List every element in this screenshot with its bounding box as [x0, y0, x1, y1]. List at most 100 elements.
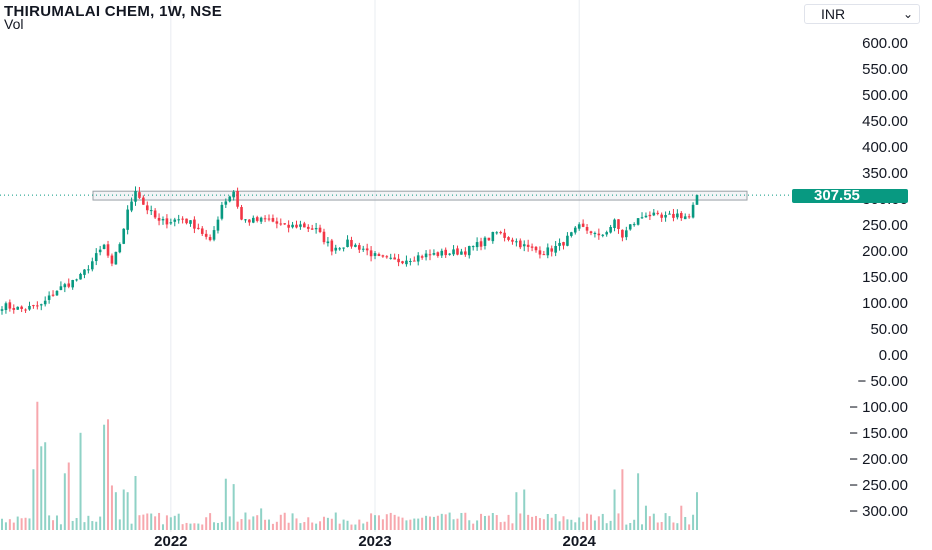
candle [94, 248, 98, 266]
candle [393, 253, 396, 260]
candle-body [248, 219, 251, 223]
currency-selector[interactable]: INR ⌄ [804, 4, 920, 24]
price-tick-label: 600.00 [862, 35, 908, 52]
volume-bar [554, 513, 557, 530]
volume-bar [487, 515, 490, 530]
volume-bar [260, 508, 263, 530]
candle [668, 210, 671, 215]
volume-bar [629, 522, 632, 530]
volume-bar [209, 513, 212, 530]
volume-bar [59, 524, 62, 530]
candle [550, 245, 554, 257]
candle-body [114, 251, 118, 265]
volume-bar [511, 523, 514, 530]
candle-body [656, 212, 660, 214]
candle-body [499, 232, 502, 234]
volume-bar [527, 514, 530, 530]
candle-body [679, 212, 683, 219]
candle [656, 210, 660, 216]
candle [51, 290, 55, 297]
candle-body [145, 205, 149, 211]
candle [475, 237, 479, 251]
chevron-down-icon: ⌄ [902, 7, 913, 21]
candle-body [173, 219, 177, 222]
volume-bar [519, 513, 522, 530]
candle-body [668, 213, 671, 215]
volume-bar [99, 516, 102, 530]
candle [361, 245, 365, 252]
candle [577, 222, 581, 231]
price-tick-label: 200.00 [862, 243, 908, 260]
candle-body [240, 207, 243, 220]
candle [248, 219, 251, 226]
price-tick-label: − 250.00 [849, 477, 908, 494]
volume-bar [523, 489, 526, 530]
candle-body [522, 244, 526, 247]
volume-bar [491, 512, 494, 530]
volume-bar [20, 518, 23, 530]
candle-body [16, 306, 20, 310]
price-tick-label: − 150.00 [849, 425, 908, 442]
candle-body [110, 255, 114, 264]
candle [153, 208, 157, 219]
candle-body [310, 228, 314, 230]
candle [464, 247, 467, 257]
candle [220, 201, 224, 221]
volume-bar [319, 521, 322, 530]
candle [652, 209, 656, 217]
candle-body [613, 219, 616, 229]
candle [271, 214, 275, 223]
candle-body [259, 217, 263, 222]
volume-bar [377, 515, 380, 530]
candle-body [303, 223, 306, 228]
volume-bar [550, 517, 553, 530]
price-tick-label: 400.00 [862, 139, 908, 156]
candle [456, 245, 459, 256]
volume-bar [495, 515, 498, 530]
candle-body [660, 214, 663, 218]
volume-bar [680, 505, 683, 530]
volume-bar [252, 516, 255, 530]
candle [240, 204, 243, 221]
volume-bar [566, 519, 569, 530]
candle [412, 256, 416, 262]
candle [185, 218, 188, 225]
candle-body [236, 190, 239, 207]
candle-body [39, 304, 43, 306]
volume-bar [216, 522, 219, 530]
candle-body [440, 250, 444, 256]
volume-bar [40, 446, 43, 530]
candle [310, 224, 314, 230]
candle [377, 252, 381, 257]
candle-body [118, 244, 122, 253]
volume-bar [134, 476, 137, 530]
candle-body [55, 290, 59, 296]
candle-body [361, 248, 365, 250]
candle [79, 272, 82, 280]
candle [522, 240, 526, 252]
candle-body [609, 226, 612, 233]
candle-body [106, 244, 110, 256]
symbol-title[interactable]: THIRUMALAI CHEM, 1W, NSE [4, 3, 223, 20]
volume-bar [672, 522, 675, 530]
volume-bar [32, 469, 35, 530]
price-tick-label: − 200.00 [849, 451, 908, 468]
candle-body [601, 234, 605, 236]
candle-body [75, 279, 78, 281]
volume-bar [268, 519, 271, 530]
volume-bar [676, 523, 679, 530]
volume-label[interactable]: Vol [4, 16, 24, 32]
candle-body [255, 217, 259, 221]
resistance-zone [0, 190, 790, 201]
candle [161, 216, 165, 225]
volume-bar [256, 515, 259, 530]
candle-body [389, 257, 393, 259]
volume-bar [150, 513, 153, 530]
candle-body [409, 261, 412, 263]
candle [75, 278, 78, 282]
price-tick-label: 550.00 [862, 61, 908, 78]
volume-bar [346, 520, 349, 530]
volume-bar [1, 518, 3, 530]
time-tick-label: 2022 [154, 533, 187, 550]
